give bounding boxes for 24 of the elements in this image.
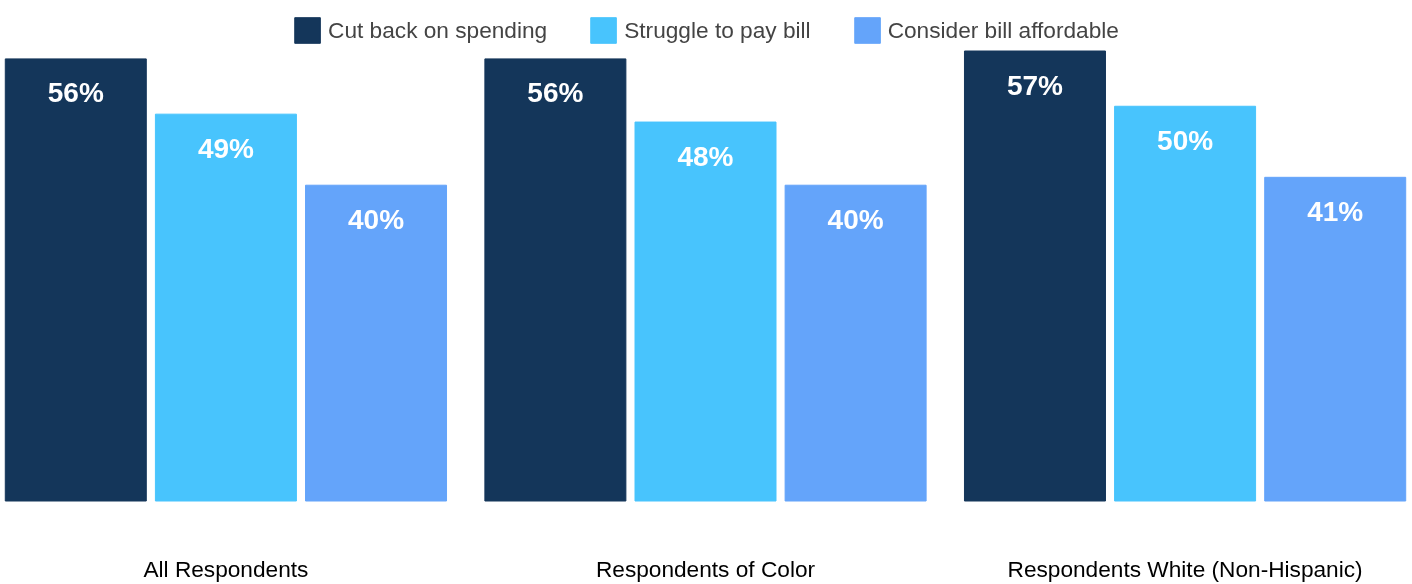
legend-label: Struggle to pay bill xyxy=(624,16,811,44)
x-tick-label: Respondents of Color xyxy=(595,555,816,582)
bar xyxy=(634,121,777,502)
bar xyxy=(1264,176,1407,502)
bar xyxy=(963,50,1106,502)
bar xyxy=(484,58,627,502)
bar xyxy=(4,58,147,502)
legend-label: Consider bill affordable xyxy=(887,16,1119,44)
data-label: 56% xyxy=(527,77,584,109)
bar xyxy=(154,113,297,502)
data-label: 41% xyxy=(1307,195,1364,227)
data-label: 48% xyxy=(677,140,734,172)
bar xyxy=(784,184,927,502)
data-label: 40% xyxy=(348,203,405,235)
data-label: 49% xyxy=(197,132,255,164)
legend-label: Cut back on spending xyxy=(328,16,548,44)
data-label: 56% xyxy=(47,77,104,109)
data-label: 57% xyxy=(1006,69,1064,101)
bar xyxy=(305,184,448,502)
bar xyxy=(1114,105,1257,502)
data-label: 40% xyxy=(827,203,884,235)
x-tick-label: Respondents White (Non-Hispanic) xyxy=(1007,555,1363,582)
x-tick-label: All Respondents xyxy=(143,555,309,582)
data-label: 50% xyxy=(1157,124,1214,156)
